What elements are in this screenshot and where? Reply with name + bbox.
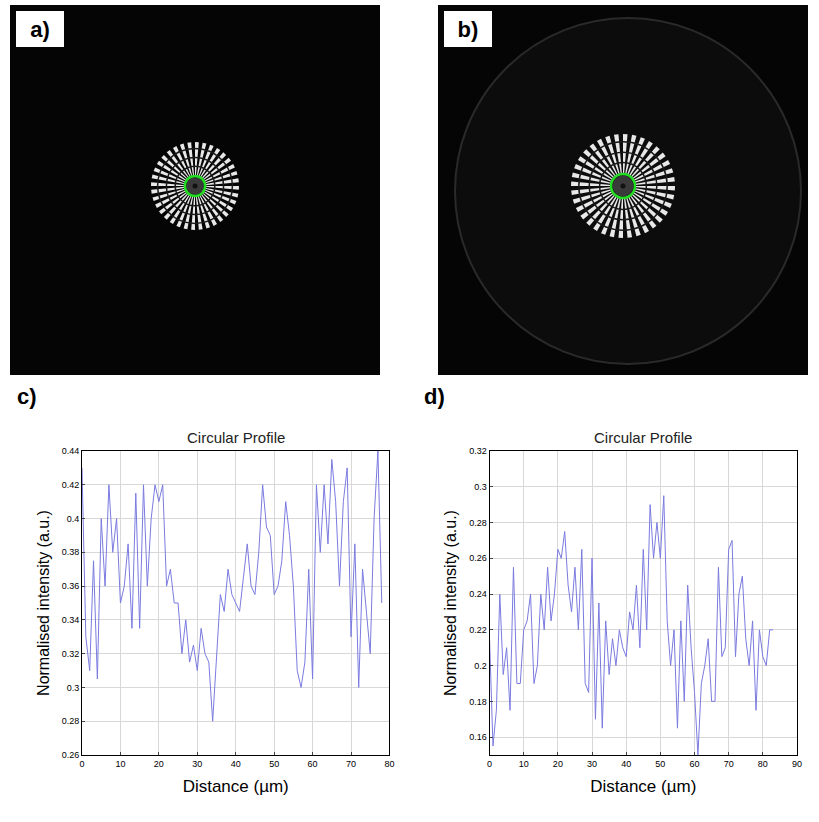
svg-text:70: 70 [724, 759, 734, 769]
svg-text:50: 50 [269, 759, 279, 769]
svg-text:0.3: 0.3 [67, 683, 80, 693]
svg-text:0: 0 [79, 759, 84, 769]
svg-text:0.38: 0.38 [62, 547, 80, 557]
svg-text:0.24: 0.24 [469, 589, 487, 599]
svg-text:0.18: 0.18 [469, 697, 487, 707]
svg-text:0.16: 0.16 [469, 732, 487, 742]
svg-text:0.44: 0.44 [62, 446, 80, 456]
svg-text:0.4: 0.4 [67, 514, 80, 524]
svg-text:0.42: 0.42 [62, 480, 80, 490]
svg-text:10: 10 [519, 759, 529, 769]
svg-text:60: 60 [308, 759, 318, 769]
svg-text:0.32: 0.32 [469, 446, 487, 456]
svg-text:80: 80 [758, 759, 768, 769]
svg-text:0.28: 0.28 [469, 518, 487, 528]
svg-text:Normalised intensity (a.u.): Normalised intensity (a.u.) [442, 510, 459, 696]
svg-text:b): b) [458, 17, 479, 42]
svg-text:0.36: 0.36 [62, 581, 80, 591]
svg-text:c): c) [17, 385, 37, 409]
svg-text:30: 30 [192, 759, 202, 769]
svg-text:d): d) [424, 385, 445, 409]
svg-text:70: 70 [346, 759, 356, 769]
svg-text:50: 50 [655, 759, 665, 769]
svg-text:10: 10 [115, 759, 125, 769]
svg-text:20: 20 [154, 759, 164, 769]
svg-text:90: 90 [792, 759, 802, 769]
svg-text:Distance (µm): Distance (µm) [183, 777, 289, 796]
svg-text:0: 0 [487, 759, 492, 769]
svg-text:Circular Profile: Circular Profile [187, 429, 285, 446]
svg-text:0.26: 0.26 [469, 553, 487, 563]
svg-text:Distance (µm): Distance (µm) [590, 777, 696, 796]
svg-text:40: 40 [231, 759, 241, 769]
svg-text:20: 20 [553, 759, 563, 769]
svg-text:Normalised intensity (a.u.): Normalised intensity (a.u.) [35, 510, 52, 696]
svg-text:30: 30 [587, 759, 597, 769]
svg-text:0.26: 0.26 [62, 750, 80, 760]
svg-text:80: 80 [384, 759, 394, 769]
svg-text:a): a) [30, 17, 50, 42]
svg-text:Circular Profile: Circular Profile [594, 429, 692, 446]
svg-text:0.22: 0.22 [469, 625, 487, 635]
svg-text:60: 60 [690, 759, 700, 769]
svg-text:0.32: 0.32 [62, 649, 80, 659]
svg-text:0.2: 0.2 [474, 661, 487, 671]
svg-text:40: 40 [621, 759, 631, 769]
svg-text:0.28: 0.28 [62, 716, 80, 726]
svg-text:0.3: 0.3 [474, 482, 487, 492]
svg-text:0.34: 0.34 [62, 615, 80, 625]
